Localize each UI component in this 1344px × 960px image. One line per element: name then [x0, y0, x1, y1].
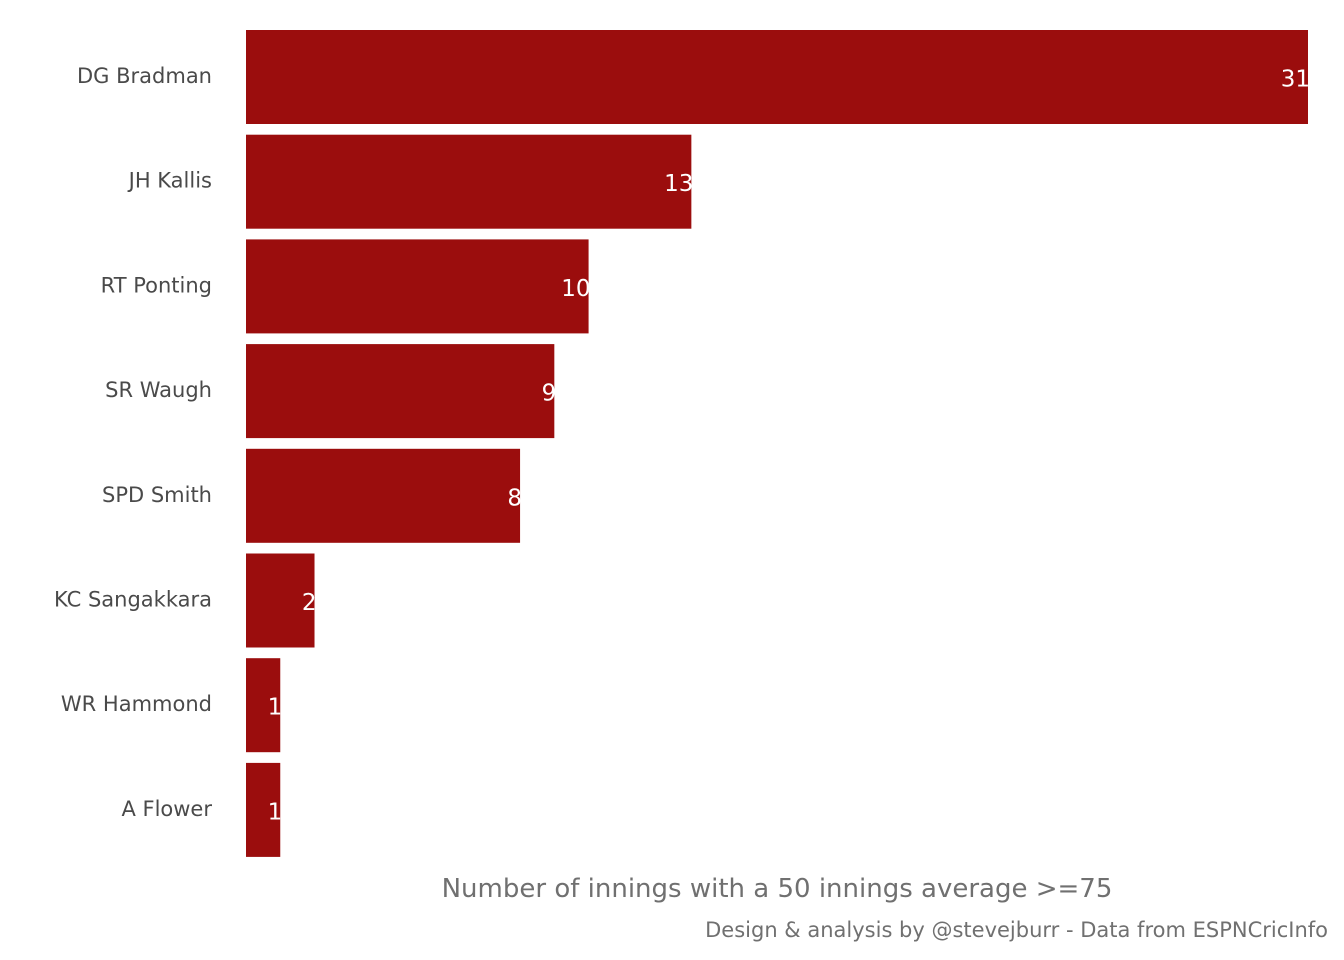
bar	[246, 30, 1308, 124]
data-label: 8	[507, 485, 522, 511]
data-label: 10	[561, 276, 590, 302]
category-label: SR Waugh	[105, 378, 212, 402]
data-label: 9	[542, 381, 557, 407]
data-label: 1	[268, 799, 283, 825]
category-label: RT Ponting	[101, 273, 212, 297]
category-label: JH Kallis	[127, 169, 212, 193]
category-label: A Flower	[121, 797, 212, 821]
category-label: DG Bradman	[77, 64, 212, 88]
bar	[246, 344, 555, 439]
bar	[246, 134, 692, 229]
x-axis-label: Number of innings with a 50 innings aver…	[441, 874, 1113, 904]
data-label: 13	[664, 171, 693, 197]
bar-chart: DG Bradman 31 JH Kallis 13 RT Ponting 10 SR Wa…	[54, 30, 1310, 857]
chart-caption: Design & analysis by @stevejburr - Data …	[705, 918, 1328, 942]
category-label: SPD Smith	[102, 483, 212, 507]
bar	[246, 553, 315, 648]
data-label: 31	[1281, 67, 1310, 93]
data-label: 2	[302, 590, 317, 616]
bar	[246, 762, 281, 857]
bar	[246, 448, 521, 543]
data-label: 1	[268, 695, 283, 721]
bar	[246, 239, 589, 334]
category-label: KC Sangakkara	[54, 588, 212, 612]
bar	[246, 658, 281, 753]
category-label: WR Hammond	[61, 692, 212, 716]
